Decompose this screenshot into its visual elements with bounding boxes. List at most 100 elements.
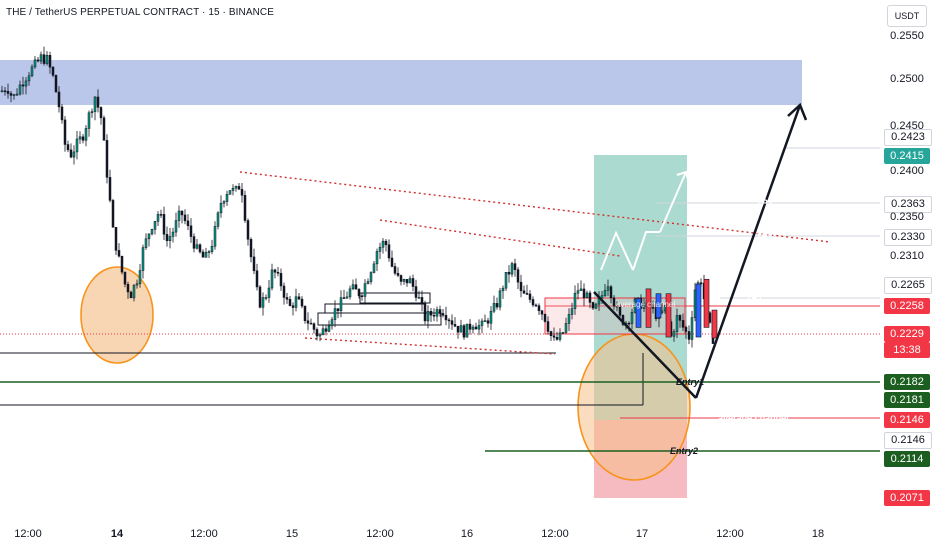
candle-down (297, 296, 301, 300)
candle-up (213, 226, 217, 247)
candle-down (81, 136, 85, 141)
candle-down (342, 297, 346, 299)
supply-zone[interactable] (0, 60, 802, 105)
candle-up (600, 295, 604, 299)
candle-down (255, 270, 259, 288)
price-tag-tp1-level: 0.2265 (884, 277, 932, 294)
candle-up (327, 325, 331, 332)
candle-down (507, 272, 511, 275)
candle-down (360, 295, 364, 297)
candle-up (339, 297, 343, 312)
candle-up (261, 297, 265, 308)
candle-up (483, 320, 487, 322)
white-zigzag-1[interactable] (600, 230, 634, 271)
candle-up (690, 317, 694, 340)
candle-up (318, 334, 322, 337)
candle-up (492, 303, 496, 312)
candle-up (156, 214, 160, 222)
candle-down (456, 325, 460, 333)
candle-up (177, 210, 181, 221)
candle-down (615, 305, 619, 308)
candle-up (375, 251, 379, 265)
candle-down (51, 66, 55, 76)
price-tag: 0.2258 (884, 298, 930, 314)
price-tick: 0.2500 (890, 73, 924, 85)
candle-up (0, 90, 4, 93)
time-label: 14 (110, 528, 124, 540)
candle-down (21, 84, 25, 87)
projection-arrow[interactable] (694, 104, 802, 399)
candle-up (642, 302, 646, 309)
candle-down (438, 309, 442, 314)
channel-middle-dotted[interactable] (379, 219, 621, 257)
candle-up (216, 212, 220, 227)
time-label: 16 (460, 528, 474, 540)
candle-up (594, 303, 598, 309)
down-arrow-line[interactable] (593, 291, 697, 399)
candle-up (675, 315, 679, 332)
price-tag: 0.2071 (884, 490, 930, 506)
time-label: 12:00 (716, 528, 744, 540)
channel-lower-dotted[interactable] (304, 337, 556, 355)
candle-up (147, 233, 151, 240)
price-tag: 0.2114 (884, 451, 930, 467)
candle-down (42, 54, 46, 64)
candle-down (420, 297, 424, 304)
candle-down (189, 225, 193, 237)
candle-up (330, 319, 334, 327)
candle-up (27, 75, 31, 82)
candle-down (522, 290, 526, 294)
channel-upper-dotted[interactable] (239, 171, 831, 243)
candle-up (603, 290, 607, 296)
white-zigzag-arrowhead[interactable] (676, 170, 690, 184)
candle-down (99, 107, 103, 119)
candle-down (201, 251, 205, 258)
candle-down (396, 273, 400, 276)
tp1-label: TP1 (746, 293, 763, 303)
candle-down (612, 297, 616, 307)
candle-down (276, 272, 280, 274)
candle-up (171, 231, 175, 237)
projection-arrowhead[interactable] (787, 102, 808, 121)
candle-down (651, 307, 655, 309)
candle-down (450, 320, 454, 325)
candle-down (105, 140, 109, 178)
candle-up (504, 272, 508, 289)
candle-down (405, 279, 409, 284)
candle-down (111, 200, 115, 228)
candle-up (90, 111, 94, 114)
candle-up (45, 55, 49, 64)
candle-down (423, 303, 427, 322)
white-up-arrow-line[interactable] (632, 231, 660, 271)
candle-down (519, 281, 523, 292)
price-tag: 0.2415 (884, 148, 930, 164)
candle-up (24, 80, 28, 87)
candle-down (285, 297, 289, 300)
white-zigzag-2[interactable] (659, 171, 687, 233)
candle-down (252, 256, 256, 272)
time-label: 18 (811, 528, 825, 540)
currency-button[interactable]: USDT (887, 5, 927, 27)
candle-up (369, 272, 373, 282)
box-1[interactable] (317, 312, 442, 326)
candle-down (129, 291, 133, 299)
chart-title: THE / TetherUS PERPETUAL CONTRACT · 15 ·… (6, 7, 275, 18)
candle-down (546, 321, 550, 332)
candle-down (102, 117, 106, 141)
candle-down (114, 227, 118, 251)
candle-down (432, 314, 436, 317)
candle-down (108, 177, 112, 201)
right-orange-circle[interactable] (577, 333, 691, 481)
candle-down (192, 236, 196, 249)
left-orange-circle[interactable] (80, 266, 154, 364)
candle-down (699, 282, 703, 284)
candle-down (63, 119, 67, 145)
candle-up (435, 309, 439, 317)
countdown-tag: 13:38 (884, 342, 930, 358)
candle-down (540, 310, 544, 315)
price-tag-tp3-level: 0.2363 (884, 196, 932, 213)
box-3[interactable] (359, 292, 431, 304)
candle-down (291, 305, 295, 308)
candle-up (30, 66, 34, 77)
